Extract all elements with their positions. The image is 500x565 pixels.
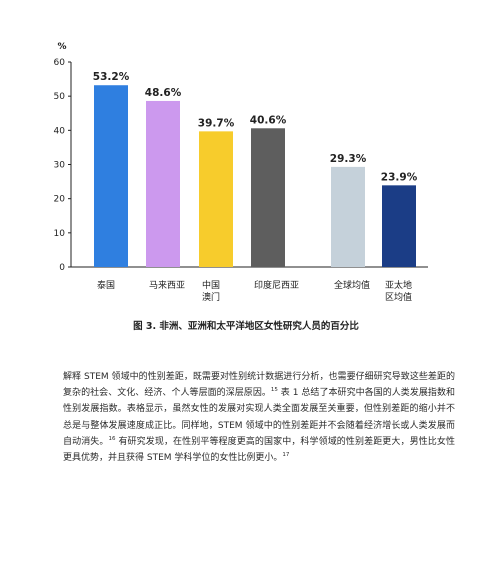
value-label-2: 39.7% <box>198 117 235 129</box>
chart-axes: % 0 10 20 30 40 50 60 <box>54 42 428 273</box>
footnote-ref: 15 <box>270 387 278 394</box>
bar-0 <box>94 85 128 267</box>
paragraph-text: 表 1 总结了本研究中各国的人类发展指数和性别发展指数。表格显示，虽然女性的发展… <box>63 388 455 447</box>
category-label-0: 泰国 <box>97 279 115 291</box>
bar-5 <box>382 185 416 267</box>
paragraph-text: 有研究发现，在性别平等程度更高的国家中，科学领域的性别差距更大，男性比女性更具优… <box>63 436 455 464</box>
category-label-1: 马来西亚 <box>149 280 185 291</box>
bar-3 <box>251 128 285 267</box>
value-label-5: 23.9% <box>381 171 418 183</box>
paragraph-text: 解释 STEM 领域中的性别差距，既需要对性别统计数据进行分析，也需要仔细研究导… <box>63 372 455 399</box>
y-tick-label: 30 <box>54 161 66 171</box>
bar-chart: % 0 10 20 30 40 50 60 53.2% 泰国 48.6% 马来西亚 39.7% 中国澳门… <box>54 42 428 303</box>
y-tick-label: 0 <box>59 263 65 273</box>
category-label-5-line-1: 区均值 <box>385 291 412 303</box>
bar-1 <box>146 100 180 267</box>
value-label-3: 40.6% <box>250 114 287 126</box>
body-paragraph: 解释 STEM 领域中的性别差距，既需要对性别统计数据进行分析，也需要仔细研究导… <box>63 369 455 466</box>
category-label-4: 全球均值 <box>334 279 370 291</box>
y-tick-label: 20 <box>54 195 66 205</box>
y-tick-label: 60 <box>54 58 66 68</box>
category-label-3: 印度尼西亚 <box>254 279 299 291</box>
value-label-1: 48.6% <box>145 87 182 99</box>
chart-bars <box>94 85 416 267</box>
y-tick-label: 10 <box>54 229 66 239</box>
bar-2 <box>199 131 233 267</box>
y-unit-label: % <box>57 42 66 52</box>
value-label-0: 53.2% <box>93 71 130 83</box>
category-label-2-line-0: 中国 <box>202 279 220 291</box>
bar-4 <box>331 166 365 267</box>
value-label-4: 29.3% <box>330 153 367 165</box>
y-tick-label: 50 <box>54 92 66 102</box>
footnote-ref: 17 <box>282 452 290 459</box>
footnote-ref: 16 <box>108 435 116 442</box>
y-tick-label: 40 <box>54 126 66 136</box>
category-label-2-line-1: 澳门 <box>202 291 220 303</box>
figure-caption: 图 3. 非洲、亚洲和太平洋地区女性研究人员的百分比 <box>133 321 359 332</box>
category-label-5-line-0: 亚太地 <box>385 279 412 291</box>
